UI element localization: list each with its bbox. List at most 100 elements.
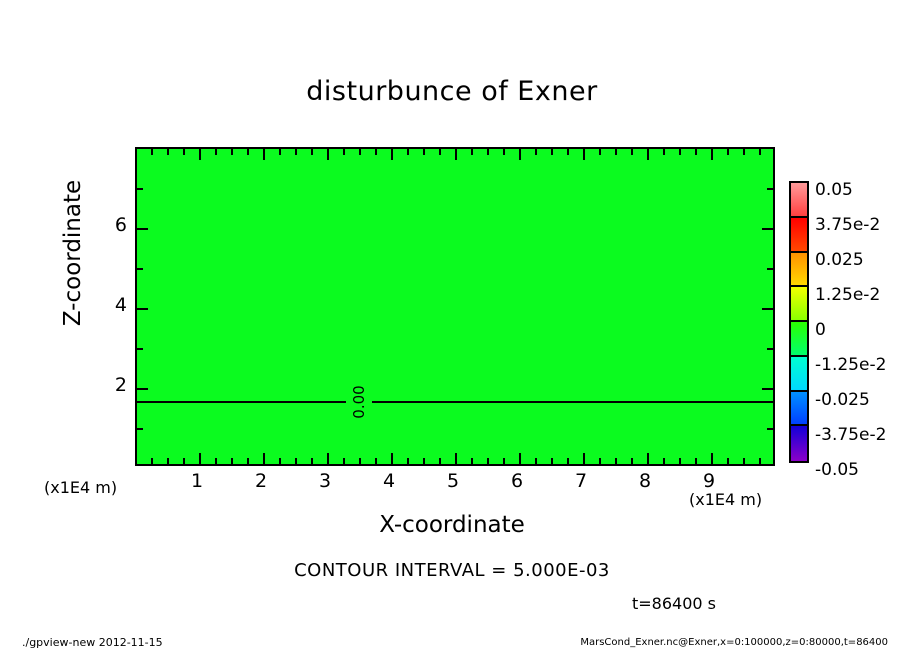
x-tick-label: 6 <box>510 470 524 492</box>
x-tick-minor-top <box>423 149 425 155</box>
x-tick-minor-top <box>727 149 729 155</box>
x-tick-minor-top <box>663 149 665 155</box>
y-tick-minor <box>137 188 143 190</box>
colorbar-band <box>791 183 807 218</box>
y-tick-major <box>137 388 148 390</box>
x-tick-major <box>455 453 457 464</box>
time-stamp-label: t=86400 s <box>632 594 716 613</box>
x-tick-minor-top <box>295 149 297 155</box>
x-tick-minor <box>487 458 489 464</box>
x-tick-major <box>199 453 201 464</box>
x-tick-minor-top <box>567 149 569 155</box>
x-tick-major-top <box>711 149 713 160</box>
x-tick-minor <box>215 458 217 464</box>
x-tick-minor-top <box>359 149 361 155</box>
x-tick-major <box>391 453 393 464</box>
x-axis-title: X-coordinate <box>379 512 525 538</box>
x-tick-major <box>327 453 329 464</box>
page-title: disturbunce of Exner <box>306 76 598 107</box>
x-tick-minor <box>759 458 761 464</box>
colorbar-tick-label: -1.25e-2 <box>815 355 887 375</box>
colorbar-band <box>791 356 807 392</box>
y-tick-minor-right <box>767 268 773 270</box>
x-tick-minor-top <box>439 149 441 155</box>
x-tick-minor-top <box>759 149 761 155</box>
x-tick-minor <box>407 458 409 464</box>
y-tick-label: 4 <box>114 294 127 316</box>
x-tick-minor <box>631 458 633 464</box>
x-tick-minor <box>151 458 153 464</box>
x-tick-minor-top <box>215 149 217 155</box>
colorbar-tick-label: 0.025 <box>815 250 864 270</box>
x-tick-major-top <box>647 149 649 160</box>
x-tick-major-top <box>455 149 457 160</box>
colorbar-band <box>791 252 807 288</box>
x-tick-minor <box>663 458 665 464</box>
colorbar-tick-label: 0 <box>815 320 826 340</box>
x-tick-minor <box>567 458 569 464</box>
y-tick-minor <box>137 268 143 270</box>
colorbar-band <box>791 426 807 461</box>
y-axis-title: Z-coordinate <box>60 179 86 327</box>
x-tick-minor-top <box>503 149 505 155</box>
x-tick-minor-top <box>311 149 313 155</box>
colorbar-band <box>791 287 807 322</box>
y-tick-minor-right <box>767 348 773 350</box>
y-tick-label: 2 <box>114 374 127 396</box>
x-tick-minor <box>247 458 249 464</box>
x-tick-minor-top <box>471 149 473 155</box>
x-tick-minor-top <box>551 149 553 155</box>
x-tick-minor <box>743 458 745 464</box>
colorbar-tick-label: -0.025 <box>815 390 870 410</box>
contour-line-zero <box>135 401 775 403</box>
x-tick-minor <box>359 458 361 464</box>
x-tick-minor <box>439 458 441 464</box>
y-tick-major-right <box>762 308 773 310</box>
plot-field-area <box>135 147 775 466</box>
x-tick-label: 4 <box>382 470 396 492</box>
x-tick-minor <box>599 458 601 464</box>
x-tick-minor-top <box>407 149 409 155</box>
x-tick-minor <box>167 458 169 464</box>
colorbar-tick-label: 0.05 <box>815 180 853 200</box>
footer-generator: ./gpview-new 2012-11-15 <box>22 636 163 649</box>
x-tick-major <box>519 453 521 464</box>
x-tick-label: 3 <box>318 470 332 492</box>
x-tick-minor <box>295 458 297 464</box>
y-tick-major <box>137 228 148 230</box>
colorbar-tick-label: -0.05 <box>815 460 859 480</box>
x-tick-minor <box>727 458 729 464</box>
colorbar-tick-label: 1.25e-2 <box>815 285 881 305</box>
x-tick-major-top <box>199 149 201 160</box>
x-tick-minor-top <box>151 149 153 155</box>
x-tick-minor-top <box>247 149 249 155</box>
x-tick-minor-top <box>343 149 345 155</box>
y-tick-minor <box>137 348 143 350</box>
x-tick-minor <box>551 458 553 464</box>
x-tick-major-top <box>263 149 265 160</box>
x-tick-minor-top <box>535 149 537 155</box>
y-tick-major <box>137 308 148 310</box>
x-tick-minor <box>615 458 617 464</box>
x-tick-minor <box>471 458 473 464</box>
colorbar-tick-label: 3.75e-2 <box>815 215 881 235</box>
x-tick-minor-top <box>231 149 233 155</box>
x-tick-label: 2 <box>254 470 268 492</box>
x-tick-label: 1 <box>190 470 204 492</box>
x-tick-minor-top <box>631 149 633 155</box>
x-tick-major-top <box>327 149 329 160</box>
contour-label-zero: 0.00 <box>346 380 372 424</box>
y-tick-minor <box>137 428 143 430</box>
x-tick-minor-top <box>695 149 697 155</box>
x-tick-major <box>711 453 713 464</box>
y-tick-minor-right <box>767 428 773 430</box>
x-tick-minor-top <box>679 149 681 155</box>
x-tick-minor-top <box>375 149 377 155</box>
x-tick-minor <box>535 458 537 464</box>
x-tick-minor <box>311 458 313 464</box>
x-tick-minor-top <box>743 149 745 155</box>
x-tick-minor-top <box>599 149 601 155</box>
x-tick-major-top <box>391 149 393 160</box>
x-tick-minor <box>183 458 185 464</box>
x-tick-label: 8 <box>638 470 652 492</box>
